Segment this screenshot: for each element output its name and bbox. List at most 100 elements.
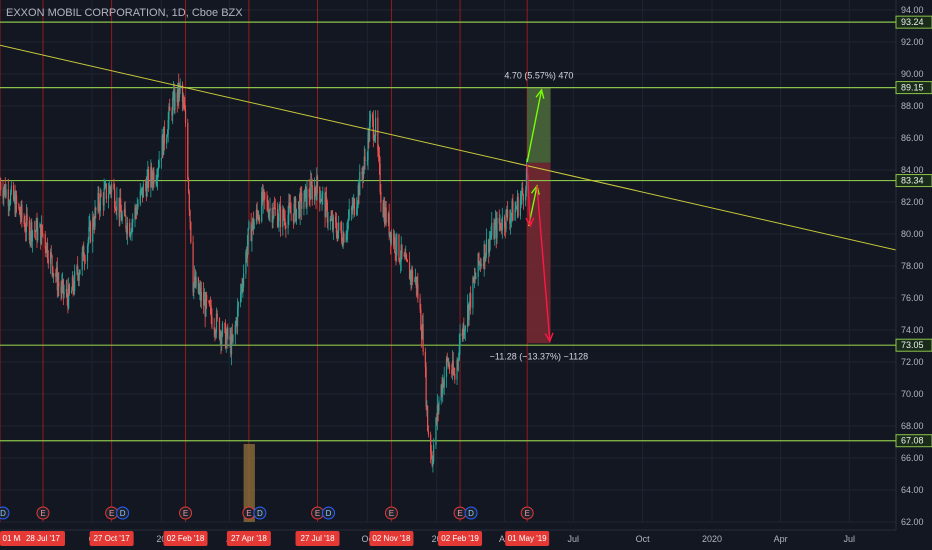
candle-body bbox=[176, 92, 178, 103]
candle-body bbox=[119, 198, 121, 218]
candle-body bbox=[382, 202, 384, 217]
candle-body bbox=[177, 82, 179, 103]
price-tick-label: 86.00 bbox=[901, 133, 924, 143]
candle-body bbox=[345, 233, 347, 243]
earnings-marker-circle bbox=[116, 506, 130, 520]
candle-body bbox=[384, 206, 386, 225]
earnings-marker-circle bbox=[520, 506, 534, 520]
candle-body bbox=[356, 207, 358, 215]
earnings-markers[interactable]: E E D E E D E D E E D ED bbox=[0, 506, 534, 520]
candle-body bbox=[299, 192, 301, 217]
candle-body bbox=[246, 245, 248, 259]
candle-body bbox=[34, 230, 36, 232]
candle-body bbox=[327, 221, 329, 223]
candle-body bbox=[506, 209, 509, 219]
time-tick-label: Oc bbox=[362, 534, 374, 544]
candle-body bbox=[478, 253, 480, 264]
candle-body bbox=[24, 224, 26, 232]
volume-bar bbox=[243, 444, 255, 522]
candle-body bbox=[436, 405, 439, 422]
candle-body bbox=[267, 201, 269, 211]
price-tick-label: 78.00 bbox=[901, 261, 924, 271]
candle-body bbox=[131, 222, 133, 232]
candle-body bbox=[236, 307, 239, 327]
candle-body bbox=[30, 222, 32, 236]
candle-body bbox=[158, 160, 160, 168]
candle-body bbox=[76, 266, 78, 272]
arrow-line bbox=[526, 89, 543, 163]
candle-body bbox=[68, 284, 70, 294]
candle-body bbox=[463, 324, 465, 336]
candle-body bbox=[522, 194, 525, 201]
candle-body bbox=[137, 204, 139, 208]
horizontal-levels[interactable] bbox=[0, 21, 896, 442]
level-tag-label: 89.15 bbox=[901, 83, 924, 93]
candle-body bbox=[239, 292, 242, 303]
candle-body bbox=[214, 329, 216, 335]
candle-body bbox=[336, 232, 338, 240]
candle-body bbox=[94, 207, 96, 227]
price-tick-label: 62.00 bbox=[901, 517, 924, 527]
candle-body bbox=[357, 185, 359, 203]
time-tick-label: Apr bbox=[774, 534, 788, 544]
candle-body bbox=[211, 316, 213, 328]
candle-body bbox=[269, 207, 271, 212]
candle-body bbox=[273, 207, 276, 209]
candle-body bbox=[140, 190, 142, 191]
candle-body bbox=[40, 224, 43, 244]
candle-body bbox=[293, 203, 295, 223]
candle-body bbox=[409, 271, 411, 280]
candle-body bbox=[403, 253, 405, 257]
candle-body bbox=[126, 228, 128, 235]
candle-body bbox=[242, 286, 244, 288]
candle-body bbox=[124, 208, 126, 217]
candle-body bbox=[243, 273, 245, 287]
candle-body bbox=[78, 274, 80, 281]
candle-body bbox=[111, 184, 113, 192]
candle-body bbox=[193, 283, 195, 293]
candle-body bbox=[120, 198, 122, 212]
candle-body bbox=[230, 333, 233, 355]
candle-body bbox=[451, 360, 454, 375]
candle-body bbox=[337, 230, 339, 240]
candle-body bbox=[490, 235, 492, 238]
candle-body bbox=[103, 188, 105, 206]
trendline[interactable] bbox=[0, 44, 897, 251]
candle-body bbox=[279, 206, 282, 227]
candle-body bbox=[199, 288, 201, 291]
candle-body bbox=[282, 209, 285, 219]
earnings-marker-circle bbox=[384, 506, 398, 520]
candle-body bbox=[237, 302, 239, 308]
candle-body bbox=[35, 220, 37, 232]
candle-body bbox=[445, 357, 448, 377]
candle-body bbox=[419, 298, 421, 309]
candle-body bbox=[432, 461, 434, 466]
candle-body bbox=[115, 210, 117, 211]
candle-body bbox=[77, 266, 79, 275]
candle-body bbox=[482, 263, 485, 267]
candle-body bbox=[114, 188, 116, 208]
candle-body bbox=[421, 330, 423, 339]
arrow-annotations[interactable] bbox=[525, 88, 554, 343]
candle-body bbox=[250, 221, 252, 242]
candle-body bbox=[234, 324, 236, 335]
price-tick-label: 82.00 bbox=[901, 197, 924, 207]
trend-line bbox=[0, 44, 897, 251]
candle-body bbox=[208, 301, 210, 302]
price-tick-label: 72.00 bbox=[901, 357, 924, 367]
candle-body bbox=[81, 252, 83, 270]
candle-body bbox=[456, 360, 458, 380]
candle-body bbox=[295, 198, 297, 221]
candle-body bbox=[411, 270, 413, 281]
candle-body bbox=[494, 219, 497, 226]
candle-body bbox=[89, 222, 92, 242]
candle-body bbox=[135, 207, 137, 211]
earnings-marker-circle bbox=[253, 506, 267, 520]
candle-body bbox=[151, 178, 153, 184]
earnings-marker-circle bbox=[322, 506, 336, 520]
candle-body bbox=[84, 260, 86, 262]
candle-body bbox=[161, 136, 163, 159]
candle-body bbox=[469, 293, 471, 303]
